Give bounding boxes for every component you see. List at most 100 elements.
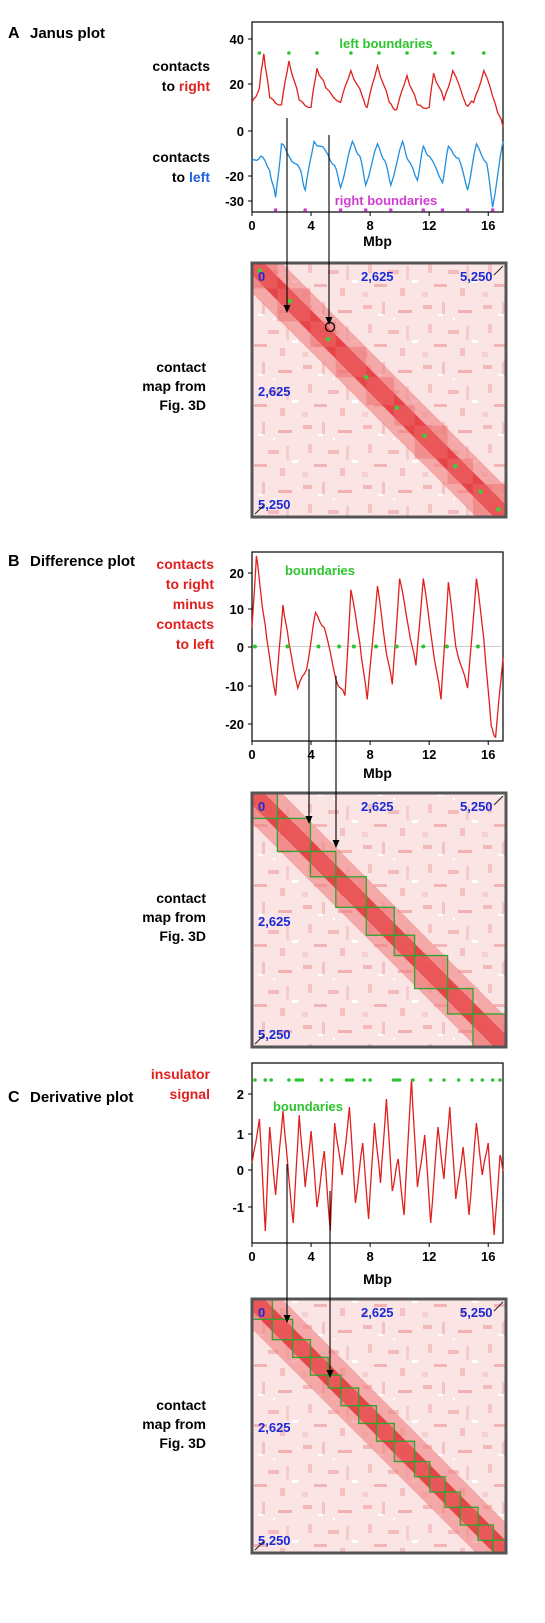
series-line-1 (251, 555, 504, 739)
map-tick-label: 5,250 (258, 1027, 291, 1042)
y-tick-label: 20 (230, 566, 244, 581)
domain-outline (291, 1338, 312, 1359)
boundary-dot (263, 1078, 268, 1082)
domain-outline (429, 1476, 446, 1493)
boundary-dot (374, 644, 379, 649)
domain-block (414, 425, 448, 459)
map-label-line: map from (142, 378, 206, 394)
pointer-head (326, 1370, 334, 1378)
boundary-marker (326, 337, 331, 342)
map-frame (250, 261, 508, 519)
side-label-line: contacts (156, 616, 214, 632)
domain-outline (413, 1460, 431, 1478)
x-tick-label: 12 (422, 218, 436, 233)
side-label-line: to left (176, 636, 214, 652)
side-label-line: to right (166, 576, 215, 592)
left-boundary-dot (451, 51, 455, 55)
domain-outline (365, 906, 395, 936)
side-label-line: contacts (156, 556, 214, 572)
side-label-line: minus (173, 596, 214, 612)
domain-outline (271, 1318, 294, 1341)
plot-1: 40 20 0 -20 -30 0 4 8 12 16 Mbp (225, 21, 504, 249)
map-label-line: Fig. 3D (159, 1435, 206, 1451)
map-tick-label: 2,625 (361, 269, 394, 284)
boundary-dot (337, 644, 342, 649)
domain-outline (340, 1387, 360, 1407)
boundary-dot (442, 1078, 446, 1082)
right-boundary-dot (338, 208, 343, 212)
y-tick-label: -20 (225, 169, 244, 184)
corner-mark (254, 504, 265, 515)
right-boundary-dot (440, 208, 445, 212)
map-label-line: contact (156, 1397, 206, 1413)
domain-block (460, 1507, 479, 1526)
boundary-dot (490, 1078, 495, 1082)
left-boundary-dot (257, 51, 262, 55)
domain-block (310, 321, 336, 347)
boundary-dot (269, 1078, 273, 1082)
domain-outline (393, 1440, 416, 1463)
domain-block (478, 1525, 494, 1541)
domain-block (252, 1299, 273, 1320)
boundary-dot (480, 1078, 485, 1082)
map-tick-label: 0 (258, 799, 265, 814)
corner-mark (493, 1301, 504, 1312)
boundary-dot (394, 1078, 399, 1082)
x-tick-label: 16 (481, 1249, 495, 1264)
x-tick-label: 8 (367, 747, 374, 762)
map-tick-label: 5,250 (258, 497, 291, 512)
pointer-head (305, 816, 313, 824)
boundary-dot (391, 1078, 396, 1082)
corner-mark (493, 265, 504, 276)
x-tick-label: 8 (367, 218, 374, 233)
y-tick-label: 2 (237, 1087, 244, 1102)
side-label-segment: right (179, 78, 210, 94)
right-boundary-dot (465, 208, 470, 212)
diagonal-core (252, 793, 506, 1047)
domain-outline (276, 817, 312, 853)
side-label-segment: insulator (151, 1066, 211, 1082)
annotation-right-boundaries: right boundaries (335, 193, 438, 208)
boundary-marker (422, 433, 427, 438)
domain-block (394, 1441, 415, 1462)
domain-block (272, 1319, 293, 1340)
side-label-segment: contacts (152, 149, 210, 165)
plot-frame (251, 21, 504, 213)
pointer-head (332, 840, 340, 848)
side-label-segment: contacts (156, 556, 214, 572)
series-line-1 (251, 1078, 504, 1236)
domain-outline (309, 1356, 329, 1376)
boundary-dot (285, 644, 290, 649)
x-tick-label: 8 (367, 1249, 374, 1264)
left-boundary-dot (287, 51, 291, 55)
domain-block (252, 793, 278, 819)
boundary-dot (428, 1078, 433, 1082)
x-tick-label: 16 (481, 747, 495, 762)
domain-block (335, 346, 367, 378)
boundary-dot (319, 1078, 324, 1082)
panel-title-c: Derivative plot (30, 1089, 133, 1106)
plot-2: 20 10 0 -10 -20 0 4 8 12 16 Mbp (225, 551, 504, 781)
boundary-dot (350, 1078, 355, 1082)
side-label-segment: to (162, 78, 179, 94)
map-tick-label: 2,625 (258, 384, 291, 399)
right-boundary-dot (303, 208, 307, 212)
panel-title-a: Janus plot (30, 25, 105, 42)
annotation-boundaries: boundaries (273, 1099, 343, 1114)
map-label-line: contact (156, 890, 206, 906)
boundary-dot (411, 1078, 415, 1082)
map-tick-label: 0 (258, 269, 265, 284)
y-tick-label: 20 (230, 77, 244, 92)
domain-outline (375, 1422, 395, 1442)
domain-outline (413, 954, 449, 990)
side-label-line: to left (172, 169, 210, 185)
map-frame (250, 791, 508, 1049)
domain-block (472, 1013, 506, 1047)
right-boundary-dot (273, 208, 278, 212)
domain-block (277, 818, 311, 852)
domain-outline (459, 1506, 479, 1526)
boundary-marker (287, 298, 293, 304)
left-boundary-dot (349, 51, 353, 55)
x-axis-label: Mbp (363, 233, 392, 249)
